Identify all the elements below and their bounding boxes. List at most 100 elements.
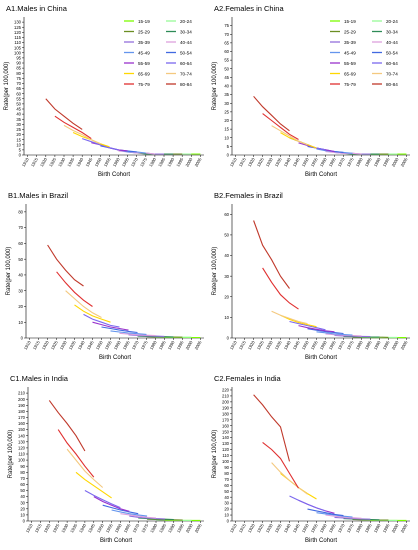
x-tick-label: 1930	[59, 339, 68, 350]
x-tick-label: 1965	[123, 522, 132, 533]
series-line-80-84	[253, 394, 291, 462]
series-line-40-44	[325, 151, 362, 155]
y-axis-label: Rate(per 100,000)	[6, 247, 12, 296]
series-line-65-69	[280, 132, 317, 149]
chart-title: C1.Males in India	[10, 374, 69, 383]
x-tick-label: 1990	[166, 156, 175, 167]
legend-label: 80-84	[180, 82, 192, 87]
x-tick-label: 1910	[229, 339, 238, 350]
y-tick-label: 60	[16, 91, 21, 96]
legend-label: 70-74	[180, 71, 192, 76]
y-tick-label: 5	[19, 147, 22, 152]
y-tick-label: 75	[16, 76, 21, 81]
x-tick-label: 2000	[391, 339, 400, 350]
y-tick-label: 190	[18, 403, 26, 408]
y-tick-label: 20	[16, 132, 21, 137]
x-tick-label: 1965	[328, 339, 337, 350]
series-line-45-49	[316, 331, 353, 336]
y-tick-label: 30	[16, 122, 21, 127]
series-line-60-64	[82, 138, 119, 151]
x-tick-label: 1975	[140, 339, 149, 350]
legend-label: 15-19	[138, 19, 150, 24]
y-tick-label: 100	[222, 459, 230, 464]
series-line-75-79	[54, 115, 92, 140]
x-tick-label: 1970	[130, 156, 139, 167]
x-tick-label: 1920	[247, 339, 256, 350]
x-tick-label: 1945	[292, 522, 301, 533]
legend-label: 40-44	[180, 40, 192, 45]
y-tick-label: 10	[20, 513, 25, 518]
y-tick-label: 60	[20, 482, 25, 487]
y-tick-label: 30	[224, 501, 229, 506]
y-tick-label: 220	[222, 388, 230, 393]
y-tick-label: 95	[16, 55, 21, 60]
y-tick-label: 65	[16, 86, 21, 91]
y-tick-label: 80	[16, 71, 21, 76]
x-tick-label: 1950	[301, 339, 310, 350]
y-tick-label: 130	[222, 441, 230, 446]
y-tick-label: 40	[224, 84, 229, 89]
chart-title: B1.Males in Brazil	[8, 191, 68, 200]
y-tick-label: 70	[224, 477, 229, 482]
legend-label: 30-34	[386, 29, 398, 34]
x-tick-label: 2000	[184, 156, 193, 167]
x-tick-label: 1990	[373, 156, 382, 167]
series-line-75-79	[57, 429, 95, 478]
y-tick-label: 10	[18, 320, 23, 325]
x-tick-label: 1930	[57, 156, 66, 167]
x-tick-label: 1970	[337, 522, 346, 533]
x-tick-label: 1945	[292, 339, 301, 350]
y-tick-label: 80	[20, 470, 25, 475]
x-tick-label: 1985	[364, 339, 373, 350]
y-tick-label: 40	[18, 273, 23, 278]
y-tick-label: 0	[227, 519, 230, 524]
y-axis-label: Rate(per 100,000)	[212, 430, 218, 479]
chart-panel-1: A1.Males in China05101520253035404550556…	[4, 4, 204, 178]
y-tick-label: 30	[224, 274, 229, 279]
series-line-60-64	[84, 490, 121, 509]
x-tick-label: 1935	[69, 522, 78, 533]
x-tick-label: 1935	[274, 156, 283, 167]
y-tick-label: 105	[14, 45, 22, 50]
x-axis-label: Birth Cohort	[305, 355, 337, 361]
x-tick-label: 1910	[21, 156, 30, 167]
x-tick-label: 1945	[87, 522, 96, 533]
series-line-60-64	[83, 313, 120, 328]
y-tick-label: 20	[224, 507, 229, 512]
y-tick-label: 60	[18, 241, 23, 246]
y-tick-label: 160	[18, 421, 26, 426]
y-tick-label: 0	[23, 519, 26, 524]
x-tick-label: 1925	[51, 522, 60, 533]
x-tick-label: 1985	[158, 522, 167, 533]
x-tick-label: 1980	[149, 522, 158, 533]
x-tick-label: 1935	[274, 522, 283, 533]
y-axis-label: Rate(per 100,000)	[212, 247, 218, 296]
y-tick-label: 40	[224, 253, 229, 258]
legend-label: 50-54	[386, 50, 398, 55]
y-tick-label: 10	[224, 315, 229, 320]
x-tick-label: 1955	[310, 339, 319, 350]
x-tick-label: 1975	[346, 522, 355, 533]
legend-label: 25-29	[344, 29, 356, 34]
series-line-75-79	[262, 113, 299, 140]
y-tick-label: 180	[18, 409, 26, 414]
y-tick-label: 200	[18, 397, 26, 402]
x-tick-label: 1930	[265, 522, 274, 533]
x-tick-label: 1995	[382, 156, 391, 167]
series-line-80-84	[253, 95, 290, 132]
x-axis-label: Birth Cohort	[98, 172, 130, 178]
x-axis-label: Birth Cohort	[305, 172, 337, 178]
y-axis-label: Rate(per 100,000)	[8, 430, 14, 479]
series-line-55-59	[92, 321, 129, 331]
x-tick-label: 1945	[292, 156, 301, 167]
series-line-70-74	[65, 290, 102, 318]
legend-label: 75-79	[138, 82, 150, 87]
y-tick-label: 70	[16, 81, 21, 86]
x-tick-label: 1935	[66, 156, 75, 167]
x-tick-label: 1955	[104, 339, 113, 350]
series-line-80-84	[45, 98, 83, 130]
x-tick-label: 1960	[319, 339, 328, 350]
x-axis-label: Birth Cohort	[305, 538, 337, 544]
series-line-80-84	[253, 220, 290, 289]
x-tick-label: 1920	[43, 522, 52, 533]
